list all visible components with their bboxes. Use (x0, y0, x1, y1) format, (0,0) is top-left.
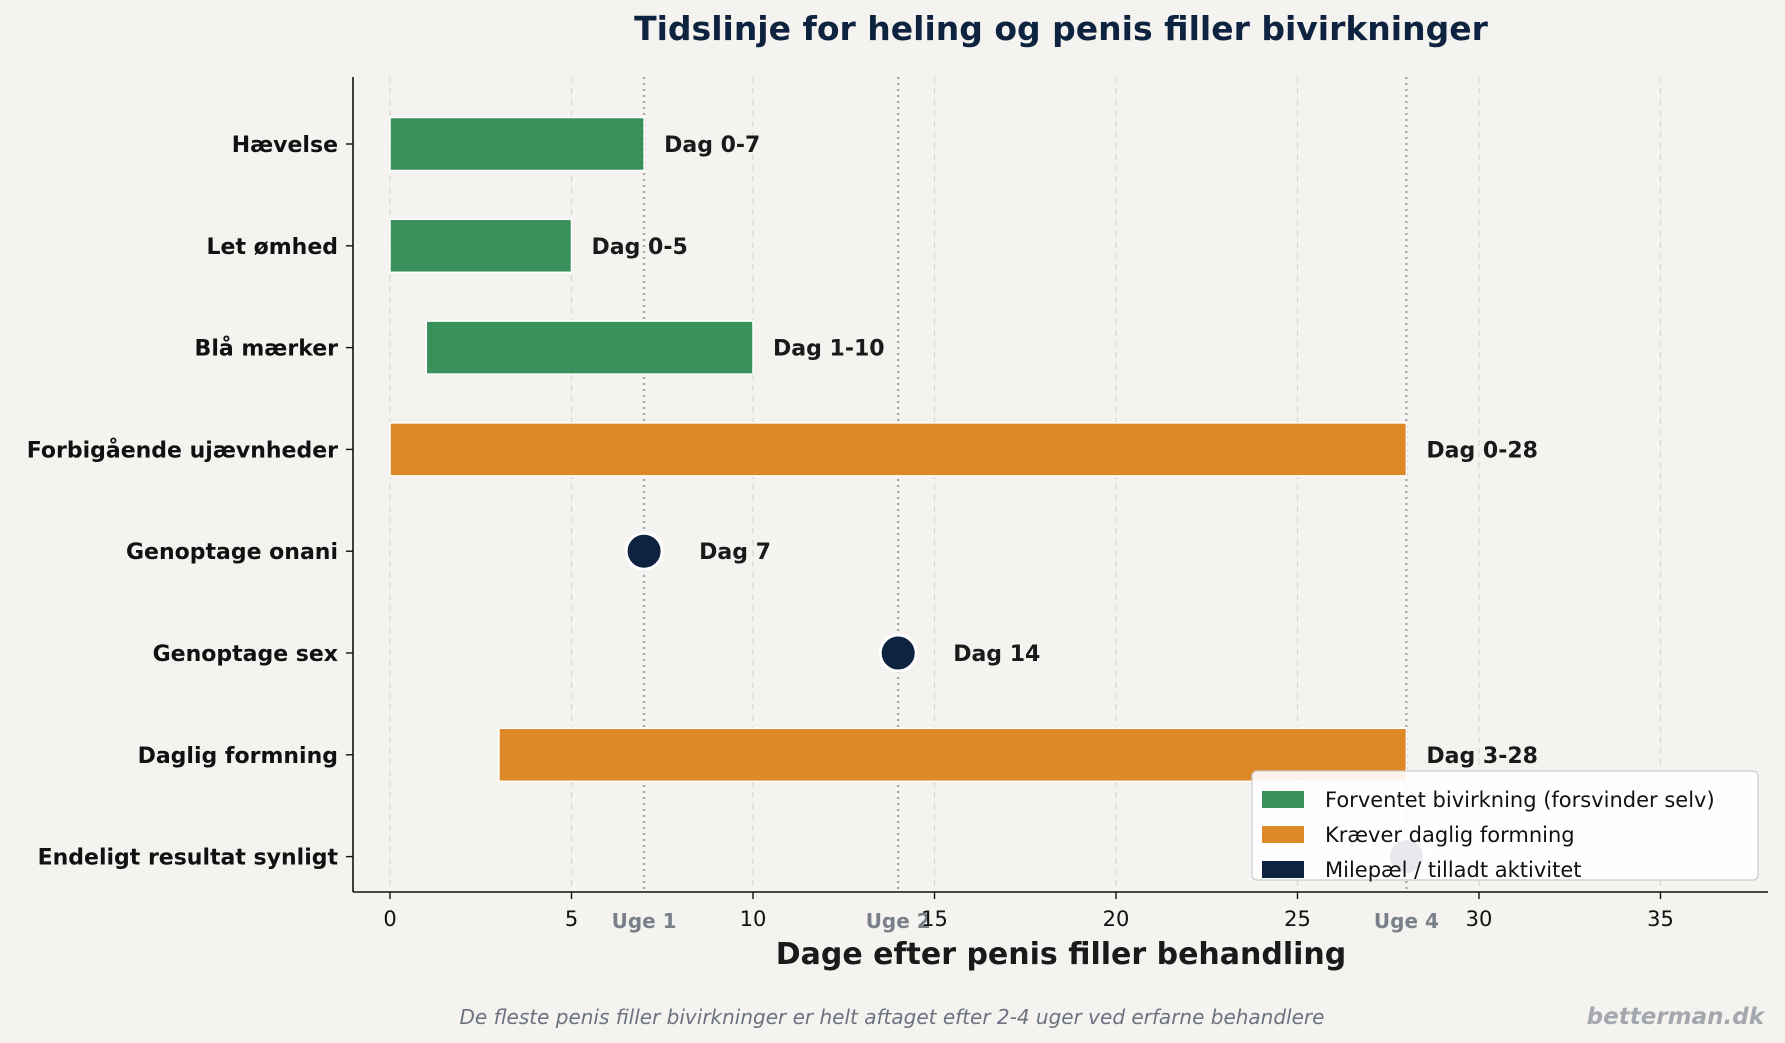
legend-swatch (1262, 861, 1304, 878)
bar-value-label: Dag 1-10 (773, 337, 885, 362)
footnote: De fleste penis filler bivirkninger er h… (460, 1005, 1325, 1029)
y-tick-label: Genoptage onani (126, 540, 338, 565)
x-axis-label: Dage efter penis filler behandling (776, 937, 1347, 972)
x-tick-label: 15 (921, 907, 948, 931)
range-bar (389, 422, 1408, 477)
x-tick-label: 20 (1103, 907, 1130, 931)
bar-value-label: Dag 0-7 (664, 133, 760, 158)
brand-watermark: betterman.dk (1587, 1004, 1766, 1030)
x-tick-label: 25 (1284, 907, 1311, 931)
chart-title: Tidslinje for heling og penis filler biv… (634, 9, 1489, 48)
legend-label: Forventet bivirkning (forsvinder selv) (1325, 788, 1715, 812)
bar-value-label: Dag 3-28 (1426, 744, 1538, 769)
y-tick-label: Genoptage sex (153, 642, 338, 667)
range-bar (389, 116, 645, 172)
axes (352, 77, 1768, 893)
legend-label: Kræver daglig formning (1325, 823, 1575, 847)
chart-marks: Dag 0-7 Dag 0-5 Dag 1-10 Dag 0-28 Dag 7 Dag 1… (389, 116, 1538, 877)
grid-lines (389, 77, 1662, 892)
bar-value-label: Dag 0-5 (592, 235, 688, 260)
week-marker-label: Uge 2 (866, 909, 931, 933)
week-marker-label: Uge 4 (1374, 909, 1439, 933)
legend-box (1251, 770, 1759, 881)
legend-swatch (1262, 826, 1304, 843)
x-tick-label: 5 (565, 907, 578, 931)
x-tick-label: 30 (1466, 907, 1493, 931)
range-bar (425, 320, 754, 375)
y-tick-label: Let ømhed (207, 235, 338, 260)
bar-value-label: Dag 0-28 (1426, 438, 1538, 463)
y-tick-label: Endeligt resultat synligt (38, 846, 339, 871)
y-tick-label: Forbigående ujævnheder (27, 437, 338, 463)
y-tick-label: Hævelse (232, 133, 338, 158)
range-bar (389, 218, 573, 274)
week-marker-label: Uge 1 (612, 909, 677, 933)
x-tick-label: 0 (383, 907, 396, 931)
x-tick-label: 10 (740, 907, 767, 931)
tick-labels: 0 5 10 15 20 25 30 35 Hævelse Let ømhed Blå mærker… (27, 133, 1674, 931)
milestone-label: Dag 7 (699, 540, 771, 565)
x-tick-label: 35 (1647, 907, 1674, 931)
milestone-label: Dag 14 (953, 642, 1040, 667)
legend-swatch (1262, 791, 1304, 808)
y-tick-label: Blå mærker (195, 336, 339, 362)
milestone-point (878, 633, 918, 673)
milestone-point (624, 531, 664, 571)
legend: Forventet bivirkning (forsvinder selv) Kr… (1251, 770, 1759, 882)
legend-label: Milepæl / tilladt aktivitet (1325, 858, 1582, 882)
y-tick-label: Daglig formning (138, 744, 338, 769)
